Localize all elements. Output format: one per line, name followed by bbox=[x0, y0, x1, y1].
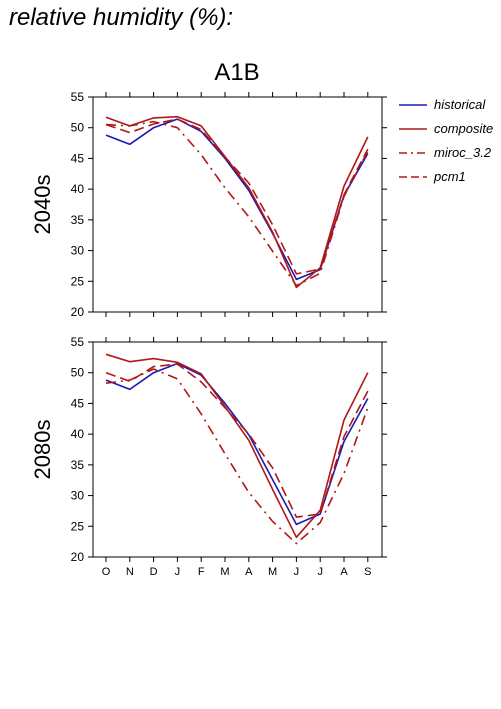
series-line-historical bbox=[105, 362, 369, 526]
y-tick-label: 55 bbox=[71, 90, 85, 104]
panel-label: 2040s bbox=[30, 175, 55, 235]
series-line-pcm1 bbox=[105, 363, 369, 518]
y-tick-label: 35 bbox=[71, 213, 85, 227]
panels: 20 25 30 35 40 45 50 55 2040s 20 25 30 35 40 45 50 55 O N D… bbox=[30, 90, 387, 578]
series-line-pcm1 bbox=[105, 118, 369, 275]
plot-frame bbox=[92, 341, 383, 558]
plot-frame bbox=[92, 96, 383, 313]
y-tick-label: 20 bbox=[71, 550, 85, 564]
y-tick-label: 50 bbox=[71, 121, 85, 135]
series-line-miroc-3-2 bbox=[105, 120, 369, 287]
x-tick-label: M bbox=[268, 566, 277, 578]
figure-title: relative humidity (%): bbox=[9, 4, 234, 31]
x-tick-label: A bbox=[340, 566, 348, 578]
panel-2040s: 20 25 30 35 40 45 50 55 2040s bbox=[30, 90, 387, 319]
legend-label: miroc_3.2 bbox=[434, 145, 492, 160]
y-tick-label: 40 bbox=[71, 182, 85, 196]
y-tick-label: 45 bbox=[71, 151, 85, 165]
x-tick-label: S bbox=[364, 566, 371, 578]
y-tick-label: 35 bbox=[71, 458, 85, 472]
x-tick-label: J bbox=[294, 566, 300, 578]
panel-2080s: 20 25 30 35 40 45 50 55 O N D J F M A M J J A S 2080s bbox=[30, 335, 387, 578]
y-tick-label: 55 bbox=[71, 335, 85, 349]
x-tick-label: O bbox=[102, 566, 111, 578]
y-tick-label: 20 bbox=[71, 305, 85, 319]
y-tick-label: 45 bbox=[71, 396, 85, 410]
y-tick-label: 25 bbox=[71, 519, 85, 533]
series-line-historical bbox=[105, 118, 369, 281]
x-tick-label: J bbox=[175, 566, 181, 578]
x-tick-label: M bbox=[220, 566, 229, 578]
x-tick-label: A bbox=[245, 566, 253, 578]
legend: historical composite miroc_3.2 pcm1 bbox=[399, 97, 493, 184]
y-tick-label: 50 bbox=[71, 366, 85, 380]
series-line-composite bbox=[105, 115, 369, 289]
x-tick-label: J bbox=[317, 566, 323, 578]
series-line-composite bbox=[105, 353, 369, 539]
legend-label: pcm1 bbox=[433, 169, 466, 184]
y-tick-label: 40 bbox=[71, 427, 85, 441]
y-tick-label: 30 bbox=[71, 489, 85, 503]
x-tick-label: F bbox=[198, 566, 205, 578]
panel-label: 2080s bbox=[30, 420, 55, 480]
chart-title: A1B bbox=[214, 59, 259, 86]
x-tick-label: D bbox=[150, 566, 158, 578]
legend-label: composite bbox=[434, 121, 493, 136]
x-tick-label: N bbox=[126, 566, 134, 578]
legend-label: historical bbox=[434, 97, 486, 112]
y-tick-label: 30 bbox=[71, 244, 85, 258]
y-tick-label: 25 bbox=[71, 274, 85, 288]
series-line-miroc-3-2 bbox=[105, 368, 369, 545]
